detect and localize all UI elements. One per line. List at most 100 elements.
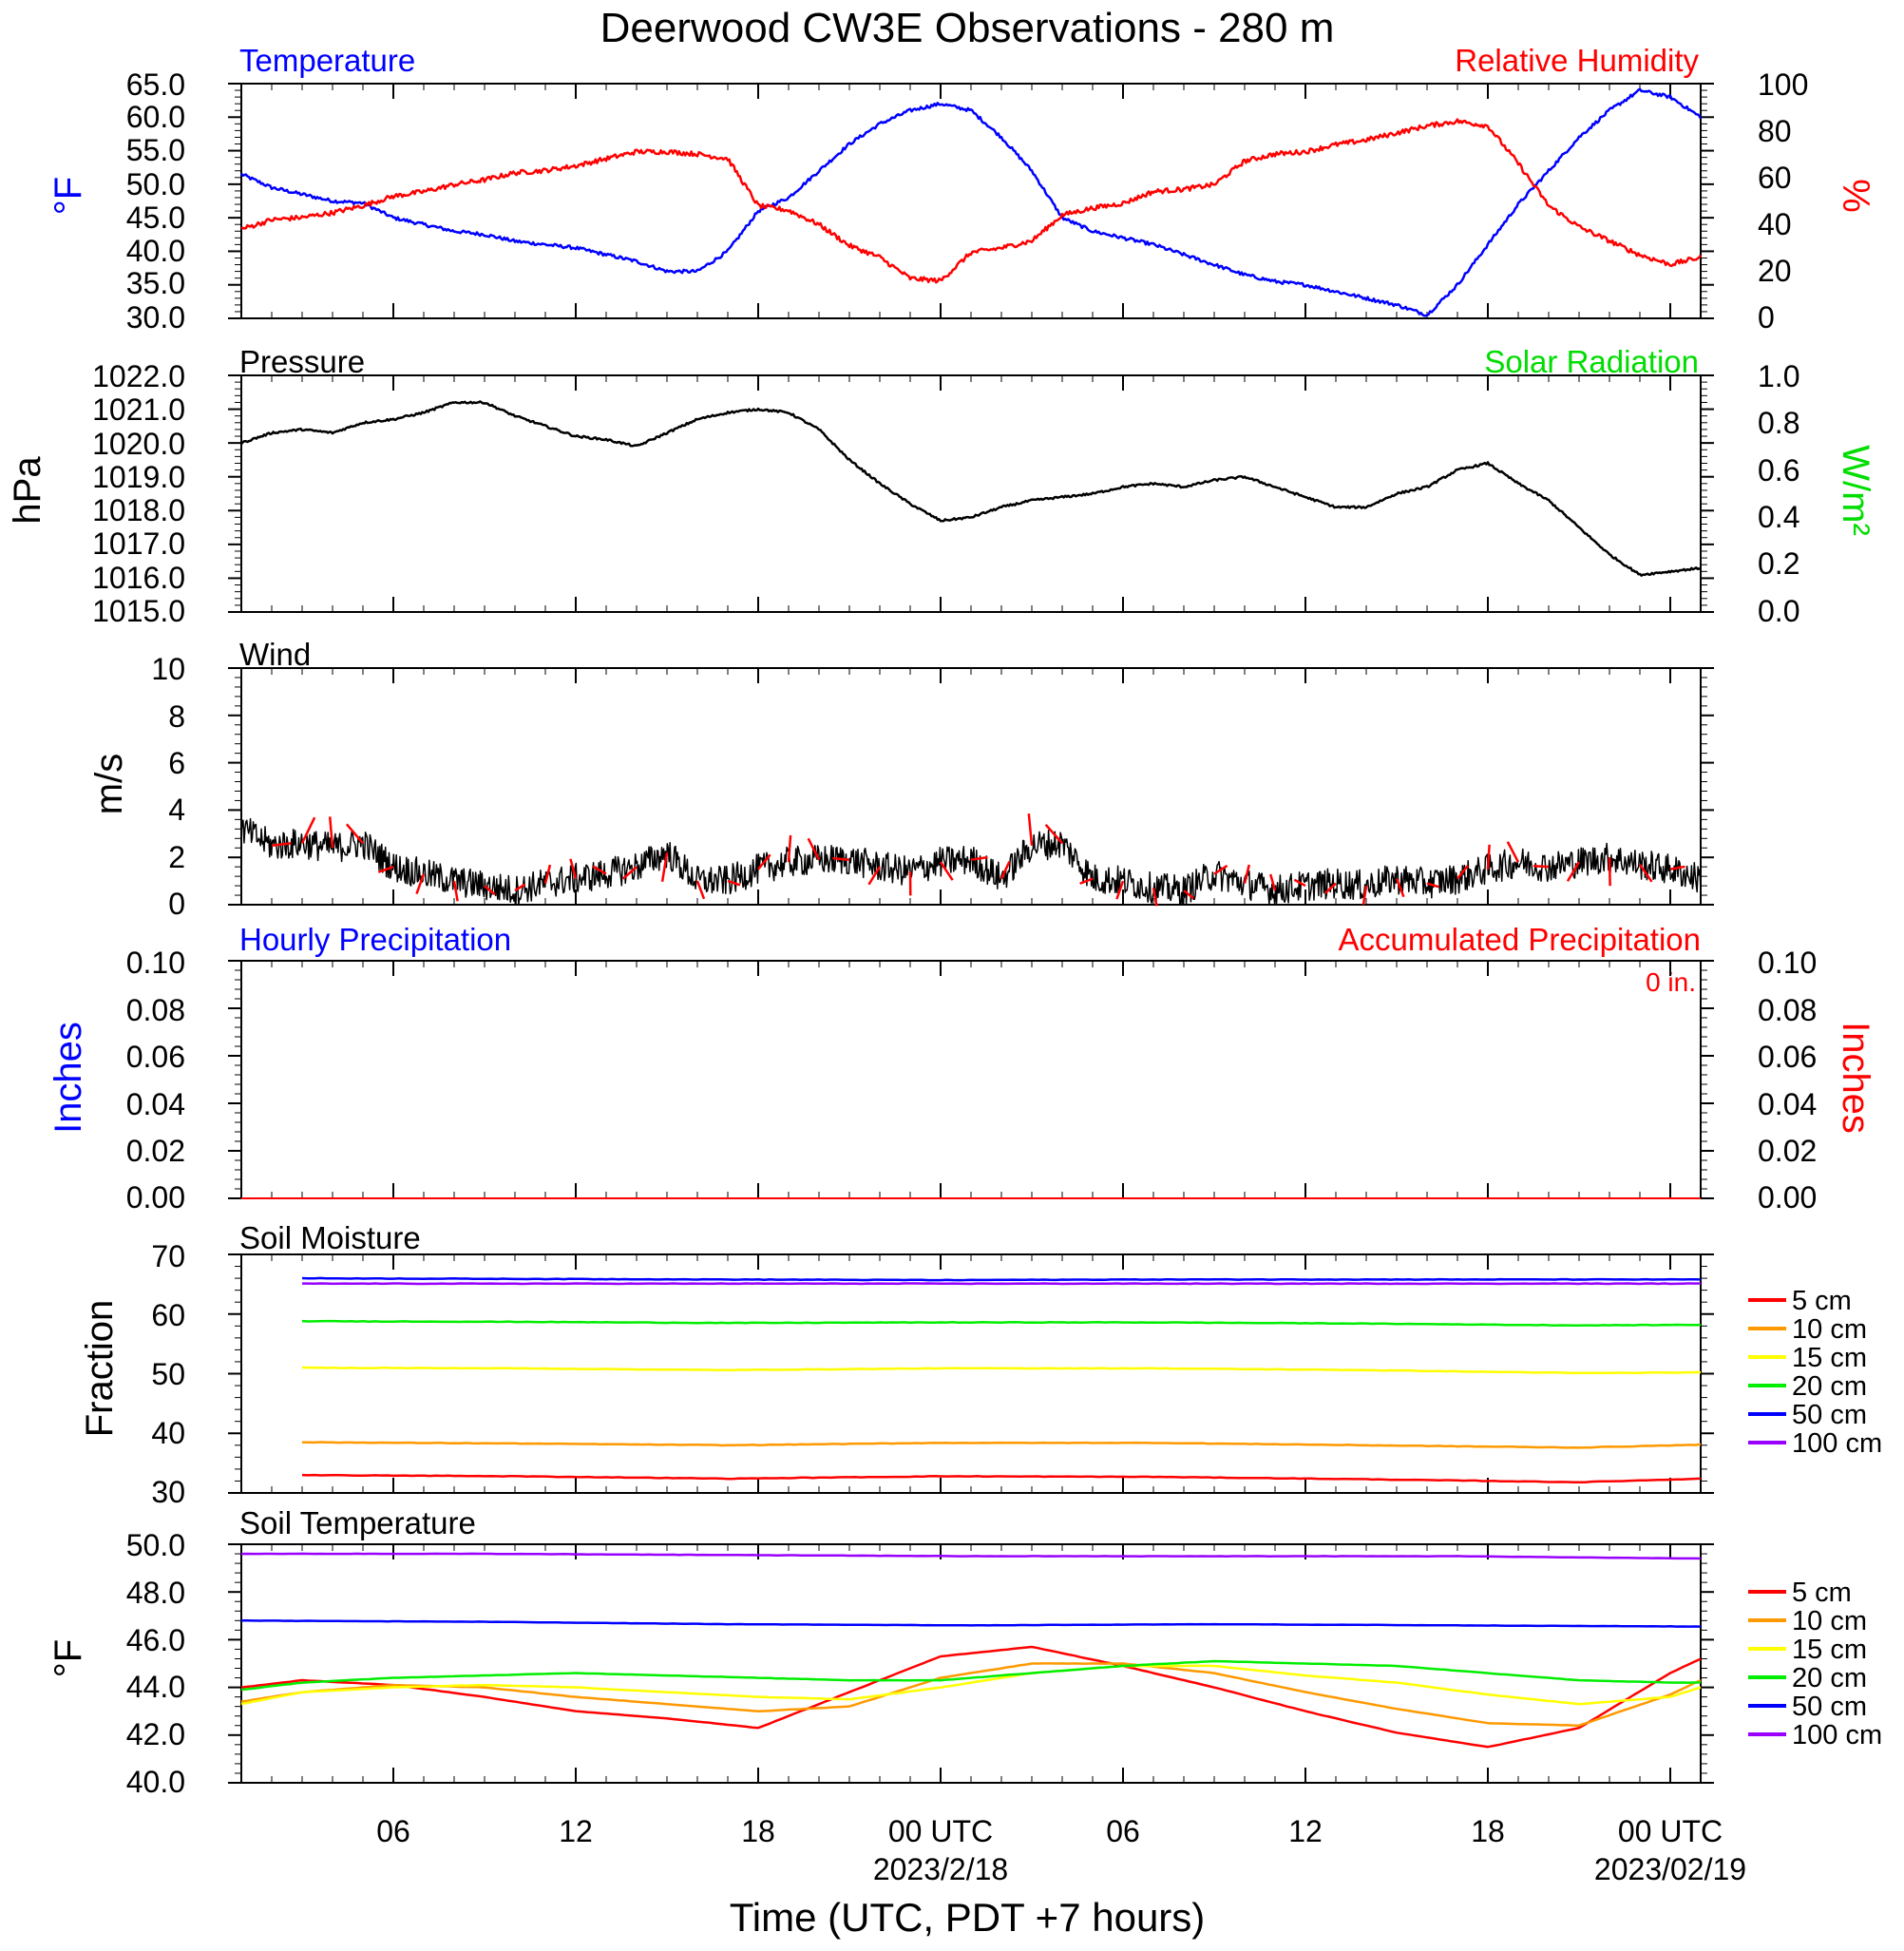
soil-moisture-panel: Soil Moisture Fraction 70 60 50 40 30 5 … — [79, 1220, 1882, 1509]
wind-barb — [452, 880, 459, 902]
wind-barb — [1243, 864, 1250, 884]
wind-barb — [727, 879, 741, 887]
tick-label: 46.0 — [126, 1623, 185, 1657]
tick-label: 0.08 — [1758, 993, 1817, 1027]
wind-barb — [1457, 865, 1469, 880]
x-tick-label: 18 — [741, 1814, 775, 1848]
legend-label: 20 cm — [1792, 1663, 1867, 1693]
wind-barb — [1079, 877, 1094, 885]
plot-frame — [240, 667, 1702, 906]
tick-label: 20 — [1758, 254, 1792, 288]
x-tick-labels: 06 12 18 00 UTC 2023/2/18 06 12 18 00 UT… — [376, 1814, 1746, 1886]
tick-label: 1018.0 — [92, 493, 185, 527]
legend-label: 5 cm — [1792, 1578, 1852, 1608]
hourly-precip-title: Hourly Precipitation — [239, 922, 511, 957]
wind-barb — [569, 858, 578, 879]
tick-label: 1019.0 — [92, 460, 185, 494]
legend-label: 20 cm — [1792, 1371, 1867, 1402]
wind-barb — [300, 816, 316, 844]
soil-temperature-line — [240, 1659, 1701, 1692]
tick-label: 0 — [168, 887, 185, 921]
wind-barb — [695, 880, 706, 900]
tick-label: 0.08 — [126, 993, 185, 1027]
soil-moisture-plot-area — [228, 1253, 1714, 1494]
soil-temperature-line — [240, 1662, 1702, 1727]
legend-label: 10 cm — [1792, 1314, 1867, 1345]
temperature-panel: Temperature Relative Humidity °F % 65.0 … — [48, 43, 1876, 335]
pressure-left-ticks: 1022.0 1021.0 1020.0 1019.0 1018.0 1017.… — [92, 359, 185, 628]
temperature-title: Temperature — [239, 43, 415, 78]
wind-panel: Wind m/s 10 8 6 4 2 0 — [88, 637, 1714, 921]
tick-label: 2 — [168, 840, 185, 874]
wind-barb — [514, 883, 526, 892]
wind-title: Wind — [239, 637, 311, 672]
legend-label: 5 cm — [1792, 1286, 1852, 1316]
tick-label: 50 — [151, 1357, 185, 1391]
tick-label: 50.0 — [126, 1528, 185, 1562]
wind-barb — [328, 816, 334, 849]
wind-barb — [1183, 889, 1194, 900]
wind-barb — [1608, 857, 1611, 887]
tick-label: 1017.0 — [92, 526, 185, 561]
tick-label: 45.0 — [126, 201, 185, 235]
tick-label: 60 — [151, 1298, 185, 1332]
hourly-precip-unit: Inches — [48, 1022, 89, 1134]
wind-barb — [377, 865, 394, 873]
wind-barb — [1293, 878, 1306, 888]
pressure-title: Pressure — [239, 344, 365, 379]
wind-speed-line — [240, 817, 1702, 906]
x-tick-label: 12 — [559, 1814, 593, 1848]
wind-left-ticks: 10 8 6 4 2 0 — [151, 652, 185, 921]
wind-barb — [1027, 813, 1034, 846]
tick-label: 60.0 — [126, 100, 185, 134]
wind-barb — [1324, 882, 1337, 894]
wind-barb — [832, 856, 850, 861]
legend-label: 10 cm — [1792, 1606, 1867, 1636]
wind-barb — [970, 855, 988, 861]
wind-barb — [807, 837, 821, 861]
soil-temperature-legend: 5 cm 10 cm 15 cm 20 cm 50 cm 100 cm — [1748, 1578, 1882, 1750]
wind-barb — [543, 864, 552, 884]
wind-barb — [867, 866, 882, 886]
soil-moisture-line — [302, 1282, 1702, 1286]
tick-label: 0.0 — [1758, 594, 1799, 628]
x-tick-label: 18 — [1471, 1814, 1505, 1848]
solar-right-ticks: 1.0 0.8 0.6 0.4 0.2 0.0 — [1758, 359, 1799, 628]
humidity-title: Relative Humidity — [1455, 43, 1699, 78]
soil-temperature-left-ticks: 50.0 48.0 46.0 44.0 42.0 40.0 — [126, 1528, 185, 1799]
x-tick-label: 06 — [1106, 1814, 1140, 1848]
tick-label: 40 — [1758, 207, 1792, 241]
wind-barb — [1486, 844, 1491, 870]
soil-moisture-left-ticks: 70 60 50 40 30 — [151, 1239, 185, 1509]
pressure-unit: hPa — [7, 456, 48, 525]
tick-label: 6 — [168, 746, 185, 780]
wind-barb — [660, 852, 669, 882]
pressure-panel: Pressure Solar Radiation hPa W/m² 1022.0… — [7, 344, 1876, 628]
wind-barb — [1533, 864, 1550, 869]
tick-label: 0.04 — [1758, 1087, 1817, 1121]
tick-label: 65.0 — [126, 67, 185, 102]
tick-label: 40.0 — [126, 1765, 185, 1799]
tick-label: 0 — [1758, 300, 1775, 335]
legend-label: 50 cm — [1792, 1400, 1867, 1430]
wind-barb — [484, 885, 496, 896]
tick-label: 1015.0 — [92, 594, 185, 628]
wind-barb — [1115, 880, 1125, 900]
tick-label: 70 — [151, 1239, 185, 1273]
wind-barb — [1152, 888, 1158, 907]
precip-left-ticks: 0.10 0.08 0.06 0.04 0.02 0.00 — [126, 946, 185, 1215]
soil-moisture-line — [301, 1473, 1702, 1484]
tick-label: 0.06 — [1758, 1040, 1817, 1074]
wind-barb — [1269, 873, 1277, 891]
tick-label: 0.2 — [1758, 546, 1799, 581]
pressure-line — [240, 400, 1702, 577]
wind-barb — [345, 823, 364, 845]
soil-temperature-line — [240, 1618, 1702, 1628]
x-tick-label: 12 — [1288, 1814, 1323, 1848]
tick-label: 0.02 — [126, 1134, 185, 1168]
x-tick-label: 00 UTC — [1618, 1814, 1723, 1848]
wind-barb — [939, 861, 954, 881]
precipitation-panel: Hourly Precipitation Accumulated Precipi… — [48, 922, 1876, 1215]
plot-frame — [240, 1253, 1702, 1494]
